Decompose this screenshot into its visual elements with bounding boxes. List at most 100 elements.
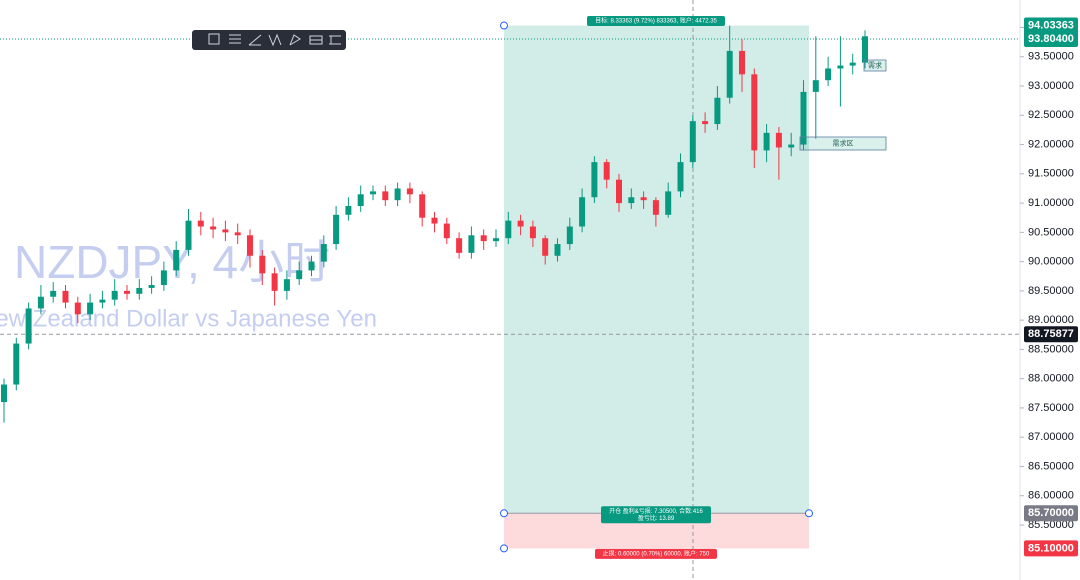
- drag-handle[interactable]: [805, 509, 813, 518]
- candle-body: [566, 226, 573, 245]
- price-badge: [1024, 505, 1078, 522]
- y-tick-label: 88.50000: [1028, 343, 1074, 355]
- candle-body: [382, 191, 389, 201]
- price-badge-label: 88.75877: [1028, 328, 1074, 340]
- candle-body: [579, 197, 586, 227]
- candle-body: [320, 244, 327, 262]
- candle-body: [456, 238, 463, 253]
- tool-fib[interactable]: [248, 34, 262, 46]
- y-tick-label: 93.50000: [1028, 51, 1074, 63]
- candle-body: [370, 191, 376, 195]
- candle-body: [665, 191, 672, 215]
- tool-rect[interactable]: [208, 33, 220, 45]
- tool-measure[interactable]: [329, 35, 341, 45]
- candle-body: [136, 287, 143, 294]
- candle-body: [308, 261, 315, 271]
- candle-body: [689, 121, 696, 163]
- candle-body: [443, 223, 450, 239]
- candle-body: [739, 50, 745, 75]
- candle-body: [124, 290, 130, 294]
- candle-body: [529, 226, 536, 239]
- candle-body: [357, 194, 364, 207]
- candle-body: [173, 249, 180, 271]
- y-tick-label: 91.50000: [1028, 168, 1074, 180]
- candle-body: [160, 270, 167, 286]
- tool-shape[interactable]: [289, 34, 301, 46]
- candle-body: [628, 197, 635, 204]
- y-tick-label: 90.00000: [1028, 256, 1074, 268]
- watermark-title: NZDJPY, 4小时: [14, 236, 330, 288]
- candle-body: [825, 68, 832, 81]
- candle-body: [419, 194, 426, 218]
- candle-body: [702, 121, 709, 125]
- y-tick-label: 86.00000: [1028, 490, 1074, 502]
- y-tick-label: 90.50000: [1028, 226, 1074, 238]
- candle-body: [849, 62, 856, 66]
- candle-body: [197, 220, 204, 227]
- candle-body: [37, 296, 44, 309]
- position-label-bg: [595, 548, 717, 559]
- position-label: 止损: 0.60000 (0.70%) 60000, 账户: 750: [603, 549, 710, 557]
- position-label: 开仓 盈利&亏损: 7.30500, 合数:416: [609, 507, 703, 515]
- candle-body: [271, 273, 278, 291]
- y-tick-label: 91.00000: [1028, 197, 1074, 209]
- candle-body: [468, 235, 475, 253]
- toolbar-bg: [192, 30, 346, 50]
- annotation-text: 需求区: [833, 138, 854, 147]
- tool-pattern[interactable]: [268, 33, 282, 47]
- watermark-subtitle: New Zealand Dollar vs Japanese Yen: [0, 305, 377, 332]
- candle-body: [554, 244, 561, 256]
- candle-body: [493, 238, 499, 242]
- candle-body: [800, 91, 807, 145]
- candle-body: [677, 162, 684, 192]
- y-tick-label: 89.00000: [1028, 314, 1074, 326]
- y-tick-label: 85.50000: [1028, 519, 1074, 531]
- price-badge: [1024, 540, 1078, 557]
- candle-body: [652, 200, 659, 215]
- candle-body: [394, 188, 401, 201]
- annotation-box: [799, 136, 887, 151]
- y-tick-label: 92.50000: [1028, 109, 1074, 121]
- candle-body: [640, 197, 647, 201]
- candle-body: [185, 220, 192, 250]
- candle-body: [788, 144, 795, 148]
- drag-handle[interactable]: [500, 544, 508, 553]
- position-label: 盈亏比: 13.89: [638, 514, 675, 522]
- candle-body: [726, 50, 733, 98]
- price-badge: [1024, 17, 1078, 34]
- price-badge: [1024, 30, 1078, 47]
- y-tick-label: 88.00000: [1028, 373, 1074, 385]
- tool-position[interactable]: [309, 35, 323, 45]
- candle-body: [247, 235, 253, 256]
- price-badge-label: 93.80400: [1028, 33, 1074, 45]
- candle-body: [111, 290, 118, 300]
- price-badge: [1024, 326, 1078, 343]
- price-badge-label: 85.70000: [1028, 507, 1074, 519]
- tool-lines[interactable]: [229, 34, 241, 44]
- candle-body: [99, 299, 106, 303]
- candle-body: [87, 302, 94, 315]
- candle-body: [259, 255, 266, 274]
- candle-body: [480, 235, 487, 242]
- watermark: NZDJPY, 4小时 New Zealand Dollar vs Japane…: [0, 236, 377, 332]
- drawing-toolbar: [192, 30, 346, 50]
- candle-body: [862, 36, 868, 63]
- candle-body: [714, 97, 721, 125]
- candle-body: [210, 226, 217, 230]
- candle-body: [333, 214, 340, 245]
- candle-body: [74, 302, 81, 315]
- candle-body: [50, 290, 57, 297]
- price-badge-label: 85.10000: [1028, 542, 1074, 554]
- y-tick-label: 87.50000: [1028, 402, 1074, 414]
- y-tick-label: 92.00000: [1028, 138, 1074, 150]
- drag-handle[interactable]: [500, 21, 508, 30]
- candle-body: [406, 188, 413, 195]
- candle-body: [234, 232, 241, 236]
- drag-handle[interactable]: [500, 509, 508, 518]
- candle-body: [431, 217, 438, 224]
- candle-body: [283, 279, 290, 291]
- position-label-bg: [587, 16, 725, 26]
- y-tick-label: 93.00000: [1028, 80, 1074, 92]
